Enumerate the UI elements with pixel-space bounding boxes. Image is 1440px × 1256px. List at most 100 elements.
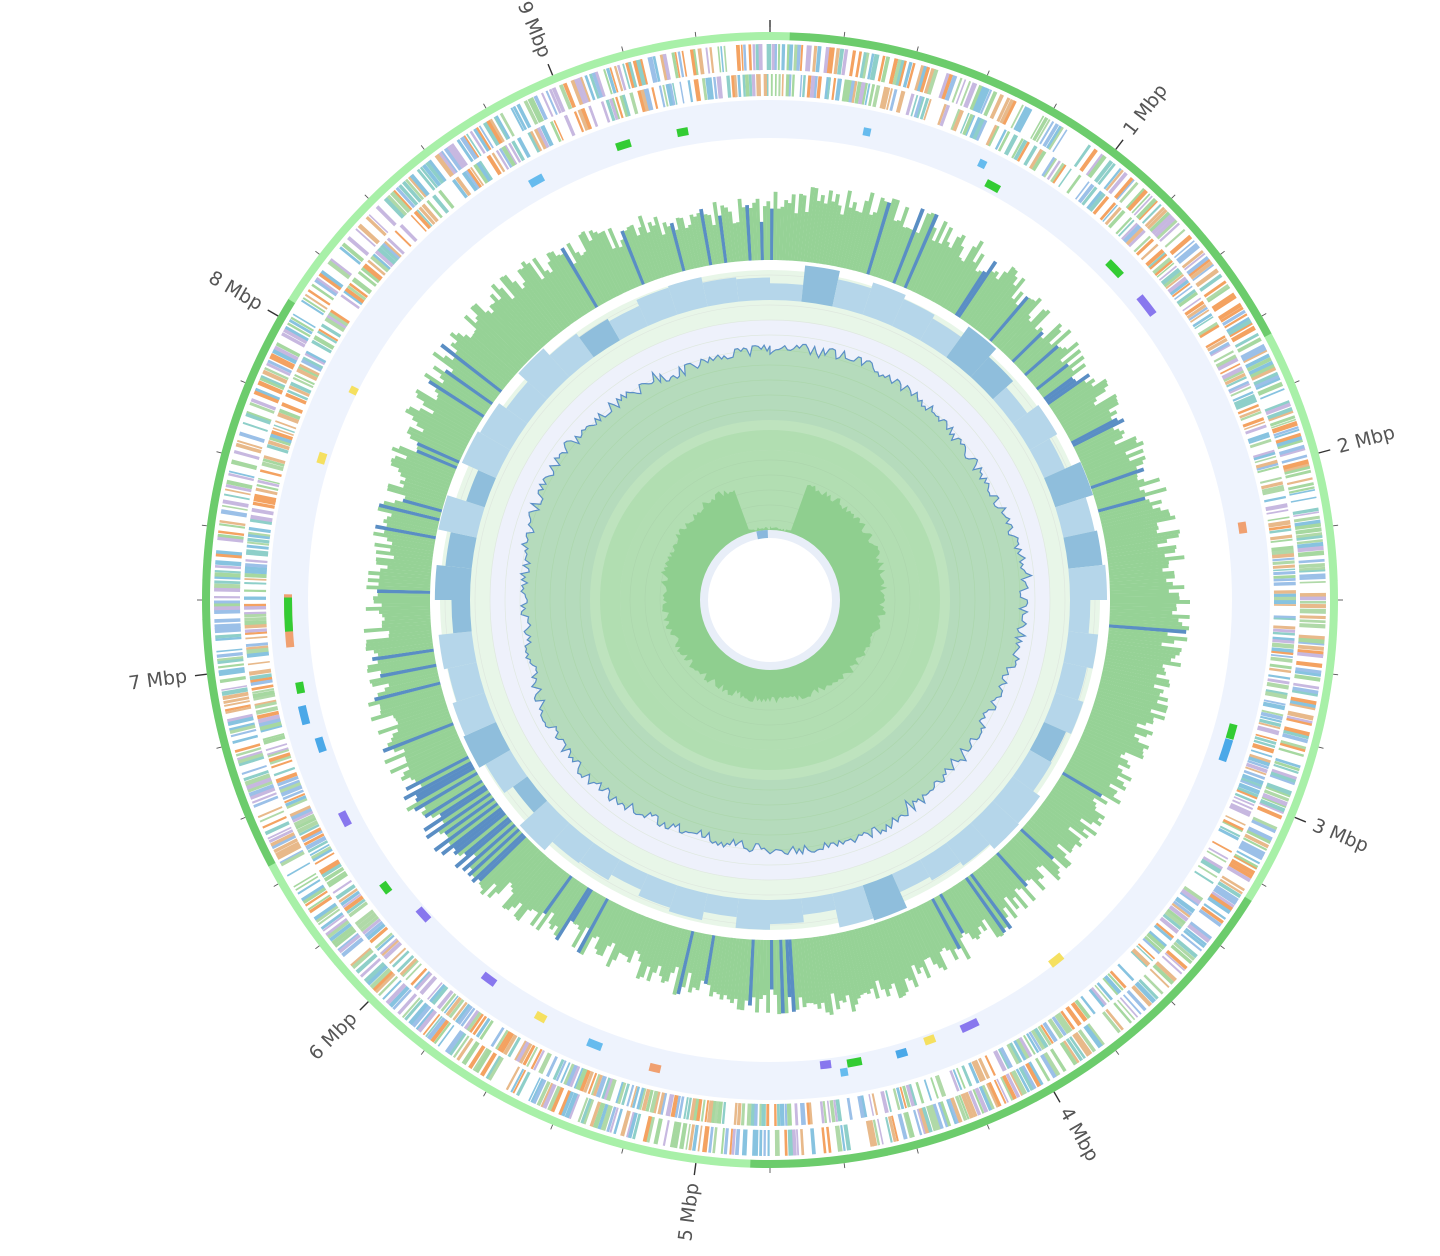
gc-content-bar bbox=[1106, 648, 1172, 662]
cog-gene-reverse bbox=[759, 1103, 762, 1126]
cog-gene-forward bbox=[944, 75, 958, 101]
label-4-mbp: 4 Mbp bbox=[1055, 1103, 1103, 1165]
depth-band-segment bbox=[552, 822, 594, 864]
cog-gene-forward bbox=[245, 776, 272, 790]
gc-content-bar bbox=[836, 932, 857, 1012]
cog-gene-forward bbox=[981, 1084, 995, 1110]
cog-gene-forward bbox=[559, 1090, 575, 1117]
backbone-segment bbox=[1172, 205, 1193, 226]
gc-content-bar bbox=[1035, 809, 1083, 848]
cog-gene-reverse bbox=[748, 74, 753, 97]
cog-gene-reverse bbox=[278, 779, 301, 790]
gc-content-bar bbox=[436, 397, 480, 426]
cog-gene-reverse bbox=[431, 985, 449, 1005]
gc-content-bar bbox=[597, 232, 629, 293]
cog-gene-forward bbox=[317, 908, 341, 926]
gc-content-bar bbox=[957, 260, 998, 319]
gc-content-bar bbox=[573, 262, 602, 307]
gc-content-bar bbox=[1106, 645, 1176, 659]
cog-gene-forward bbox=[1244, 833, 1270, 849]
gc-content-bar bbox=[390, 461, 451, 487]
cog-gene-reverse bbox=[972, 118, 986, 141]
cog-gene-forward bbox=[923, 67, 936, 95]
backbone-segment bbox=[594, 1132, 616, 1146]
gc-content-bar bbox=[487, 845, 538, 899]
gc-content-bar bbox=[393, 555, 433, 564]
cog-gene-reverse bbox=[263, 455, 286, 465]
cog-gene-forward bbox=[1296, 539, 1323, 545]
cog-gene-reverse bbox=[889, 88, 898, 112]
gc-content-bar bbox=[1026, 346, 1063, 379]
gc-content-bar bbox=[1109, 589, 1169, 595]
gc-content-bar bbox=[467, 828, 521, 877]
gc-content-bar bbox=[381, 618, 431, 625]
gc-content-bar bbox=[716, 936, 728, 995]
label-5-mbp: 5 Mbp bbox=[674, 1181, 703, 1242]
cog-gene-reverse bbox=[360, 265, 381, 284]
gc-content-bar bbox=[892, 916, 915, 967]
backbone-segment bbox=[207, 677, 219, 699]
cog-gene-forward bbox=[456, 139, 474, 163]
cog-gene-forward bbox=[444, 1030, 465, 1055]
gc-content-bar bbox=[413, 771, 479, 812]
cog-gene-reverse bbox=[277, 412, 300, 424]
cog-gene-forward bbox=[1297, 651, 1324, 659]
cog-gene-reverse bbox=[290, 807, 313, 821]
backbone-segment bbox=[867, 40, 889, 53]
cog-gene-reverse bbox=[1232, 799, 1254, 810]
cog-gene-reverse bbox=[770, 74, 773, 97]
gc-content-bar bbox=[577, 893, 601, 931]
cog-gene-reverse bbox=[1260, 715, 1282, 723]
cog-gene-forward bbox=[1021, 1065, 1037, 1090]
gc-content-bar bbox=[941, 240, 984, 309]
cog-gene-forward bbox=[397, 993, 418, 1015]
cog-gene-reverse bbox=[243, 596, 267, 600]
cog-gene-reverse bbox=[1190, 309, 1210, 323]
cog-gene-forward bbox=[796, 44, 802, 71]
minor-tick bbox=[1171, 194, 1176, 199]
cog-gene-reverse bbox=[1040, 1024, 1054, 1045]
cog-gene-reverse bbox=[615, 1081, 624, 1104]
cog-gene-forward bbox=[885, 1116, 893, 1143]
cog-gene-forward bbox=[463, 135, 480, 158]
cog-gene-reverse bbox=[1092, 195, 1110, 215]
gc-content-bar bbox=[485, 310, 533, 359]
backbone-segment bbox=[310, 928, 329, 950]
gc-content-bar bbox=[1030, 341, 1080, 384]
gc-content-bar bbox=[635, 920, 660, 980]
backbone-segment bbox=[469, 107, 491, 126]
gc-content-bar bbox=[930, 897, 962, 950]
cog-gene-forward bbox=[225, 483, 252, 493]
cog-gene-forward bbox=[1165, 949, 1188, 970]
gc-content-bar bbox=[1043, 376, 1074, 401]
gc-content-bar bbox=[526, 262, 573, 325]
minor-tick bbox=[986, 70, 990, 76]
cog-gene-reverse bbox=[1252, 743, 1275, 754]
cog-gene-reverse bbox=[1266, 509, 1289, 515]
cog-gene-forward bbox=[1246, 356, 1272, 372]
ncrna-feature bbox=[977, 158, 988, 170]
gc-content-bar bbox=[920, 241, 951, 297]
cog-gene-reverse bbox=[323, 866, 345, 882]
gc-content-bar bbox=[444, 797, 495, 836]
cog-gene-reverse bbox=[880, 1090, 889, 1114]
cog-gene-forward bbox=[1131, 193, 1151, 214]
gc-content-bar bbox=[495, 847, 540, 895]
cog-gene-reverse bbox=[1140, 243, 1159, 261]
cog-gene-forward bbox=[592, 1102, 606, 1129]
cog-gene-forward bbox=[355, 228, 376, 247]
cog-gene-forward bbox=[320, 912, 344, 930]
gc-content-bar bbox=[917, 226, 954, 296]
cog-gene-reverse bbox=[455, 1003, 471, 1023]
cog-gene-forward bbox=[357, 223, 380, 245]
gc-content-bar bbox=[1021, 825, 1069, 869]
cog-gene-forward bbox=[287, 322, 311, 338]
cog-gene-reverse bbox=[1166, 908, 1186, 925]
gc-content-bar bbox=[883, 226, 907, 281]
backbone-segment bbox=[485, 1084, 508, 1102]
gc-content-bar bbox=[1084, 725, 1144, 752]
cog-gene-forward bbox=[516, 1071, 531, 1097]
gc-content-bar bbox=[1007, 328, 1038, 359]
cog-gene-reverse bbox=[250, 676, 273, 683]
cog-gene-reverse bbox=[370, 254, 390, 273]
